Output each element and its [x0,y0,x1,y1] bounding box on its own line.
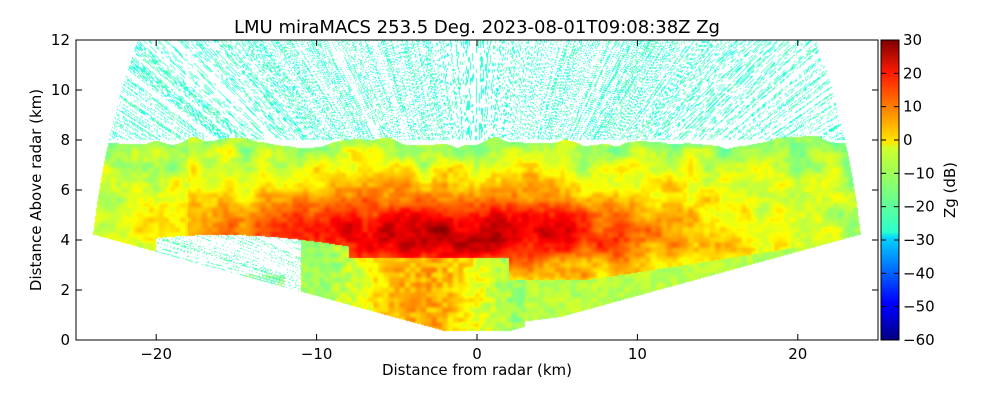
x-tick-label: −20 [140,345,172,363]
colorbar-label: Zg (dB) [941,162,959,218]
colorbar-tick-label: −40 [903,264,935,282]
colorbar-tick-label: −30 [903,231,935,249]
colorbar-tick-label: −20 [903,198,935,216]
colorbar-tick-label: −10 [903,164,935,182]
x-tick-label: −10 [301,345,333,363]
x-tick-label: 20 [788,345,807,363]
y-tick-label: 12 [51,31,70,49]
x-tick-label: 0 [472,345,482,363]
plot-area [75,39,879,341]
colorbar-tick-label: 30 [903,31,922,49]
colorbar-tick-label: 10 [903,98,922,116]
colorbar-tick-label: −60 [903,331,935,349]
colorbar-tick-label: 0 [903,131,913,149]
y-tick-label: 10 [51,81,70,99]
y-tick-label: 0 [60,331,70,349]
x-tick-label: 10 [628,345,647,363]
colorbar-tick-label: −50 [903,298,935,316]
x-axis-label: Distance from radar (km) [382,361,572,379]
y-tick-label: 6 [60,181,70,199]
y-tick-label: 4 [60,231,70,249]
y-tick-label: 2 [60,281,70,299]
y-axis-ticks: 0 2 4 6 8 10 12 [51,31,878,349]
colorbar: 30 20 10 0 −10 −20 −30 −40 −50 −60 Zg (dB) [880,31,959,349]
reflectivity-heatmap [76,40,878,340]
colorbar-gradient [880,39,900,341]
colorbar-tick-label: 20 [903,64,922,82]
chart-title: LMU miraMACS 253.5 Deg. 2023-08-01T09:08… [234,17,720,38]
y-tick-label: 8 [60,131,70,149]
y-axis-label: Distance Above radar (km) [27,89,45,291]
x-axis-ticks: −20 −10 0 10 20 [140,40,807,363]
colorbar-ticks: 30 20 10 0 −10 −20 −30 −40 −50 −60 [881,31,935,349]
